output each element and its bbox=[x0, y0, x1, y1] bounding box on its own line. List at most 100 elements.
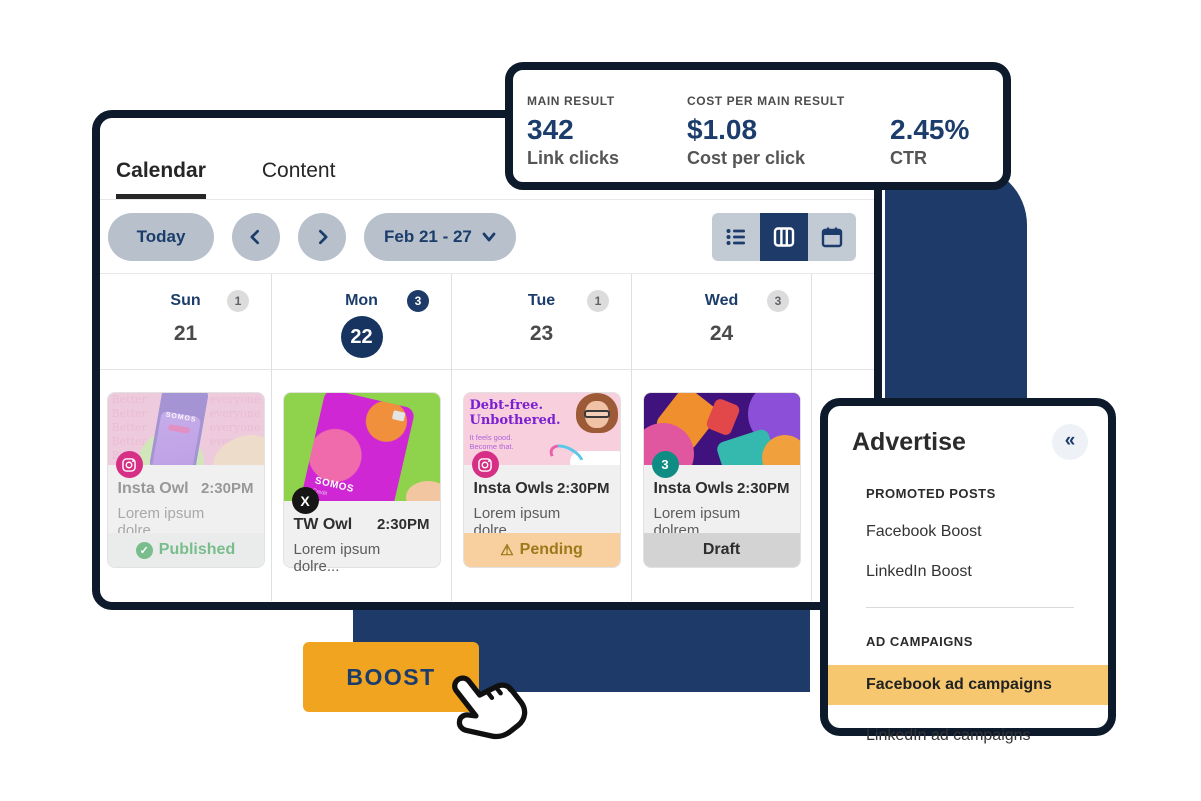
post-caption: Lorem ipsum dolre... bbox=[293, 541, 381, 575]
metric-sublabel: CTR bbox=[890, 148, 927, 168]
warning-icon: ⚠ bbox=[500, 542, 514, 559]
week-view-icon bbox=[773, 226, 795, 247]
post-card-scheduled[interactable]: SOMOS Credit VISA X TW Owl 2:30PM Lorem … bbox=[282, 392, 441, 575]
status-badge-pending: ⚠ Pending bbox=[463, 533, 620, 567]
day-header-wed: Wed 3 24 bbox=[632, 274, 812, 369]
tab-bar: Calendar Content bbox=[100, 118, 874, 200]
metric-cost-per-result: COST PER MAIN RESULT $1.08 Cost per clic… bbox=[687, 94, 890, 182]
status-badge-published: ✓ Published bbox=[107, 533, 264, 567]
post-image: SOMOS Credit VISA bbox=[283, 393, 440, 501]
menu-item-facebook-ad-campaigns[interactable]: Facebook ad campaigns bbox=[828, 665, 1108, 705]
metric-main-result: MAIN RESULT 342 Link clicks bbox=[527, 94, 687, 182]
day-header-tue: Tue 1 23 bbox=[452, 274, 632, 369]
metric-value: 342 bbox=[527, 114, 574, 145]
glasses-graphic bbox=[583, 410, 610, 418]
day-date: 24 bbox=[709, 322, 734, 345]
metric-value: 2.45% bbox=[890, 114, 970, 145]
ad-headline: Debt-free. Unbothered. bbox=[469, 398, 561, 428]
post-account: TW Owl bbox=[293, 516, 353, 533]
tab-content[interactable]: Content bbox=[261, 159, 336, 182]
list-view-button[interactable] bbox=[712, 212, 760, 261]
hand-cursor-icon bbox=[428, 647, 548, 770]
month-view-button[interactable] bbox=[808, 212, 856, 261]
post-time: 2:30PM bbox=[200, 480, 254, 497]
view-toggle bbox=[712, 212, 856, 261]
ad-stats-card: MAIN RESULT 342 Link clicks COST PER MAI… bbox=[505, 62, 1011, 190]
post-time: 2:30PM bbox=[556, 480, 610, 497]
post-card-pending[interactable]: Debt-free. Unbothered. It feels good. Be… bbox=[462, 392, 621, 568]
post-time: 2:30PM bbox=[376, 516, 430, 533]
day-header-mon: Mon 3 22 bbox=[272, 274, 452, 369]
day-header-row: Sun 1 21 Mon 3 22 Tue 1 23 Wed 3 24 bbox=[100, 274, 874, 370]
phone-brand-text: SOMOS bbox=[164, 411, 197, 424]
day-header-sun: Sun 1 21 bbox=[100, 274, 272, 369]
chevron-left-icon bbox=[250, 229, 259, 244]
credit-card-graphic: SOMOS Credit VISA bbox=[295, 393, 416, 501]
prev-week-button[interactable] bbox=[232, 212, 280, 261]
day-date: 21 bbox=[173, 322, 198, 345]
day-count-badge: 1 bbox=[227, 290, 249, 312]
post-account: Insta Owls bbox=[653, 480, 734, 497]
status-badge-draft: Draft bbox=[643, 533, 800, 567]
metric-sublabel: Cost per click bbox=[687, 148, 806, 168]
post-time: 2:30PM bbox=[736, 480, 790, 497]
day-count-badge: 3 bbox=[767, 290, 789, 312]
post-account: Insta Owls bbox=[473, 480, 554, 497]
woman-shoulders-graphic bbox=[569, 451, 620, 465]
tab-calendar[interactable]: Calendar bbox=[116, 159, 206, 199]
date-range-label: Feb 21 - 27 bbox=[384, 226, 472, 246]
day-count-badge: 3 bbox=[407, 290, 429, 312]
metric-value: $1.08 bbox=[687, 114, 758, 145]
day-column-mon: SOMOS Credit VISA X TW Owl 2:30PM Lorem … bbox=[272, 370, 452, 601]
woman-face-graphic bbox=[584, 401, 609, 428]
metric-label bbox=[890, 94, 1003, 109]
day-header-partial bbox=[812, 274, 874, 369]
card-chip-graphic bbox=[391, 410, 406, 422]
metric-sublabel: Link clicks bbox=[527, 148, 620, 168]
instagram-icon bbox=[115, 451, 143, 478]
today-button[interactable]: Today bbox=[108, 212, 214, 261]
metric-label: MAIN RESULT bbox=[527, 94, 615, 108]
menu-item-facebook-boost[interactable]: Facebook Boost bbox=[866, 523, 982, 540]
selected-day-date: 22 bbox=[340, 316, 383, 358]
day-name: Tue bbox=[527, 292, 556, 309]
day-date: 23 bbox=[529, 322, 554, 345]
menu-item-linkedin-boost[interactable]: LinkedIn Boost bbox=[866, 563, 972, 580]
boost-button[interactable]: BOOST bbox=[303, 642, 479, 712]
calendar-card: Calendar Content Today Feb 21 - 27 bbox=[92, 110, 882, 610]
date-range-dropdown[interactable]: Feb 21 - 27 bbox=[364, 212, 516, 261]
post-card-draft[interactable]: 3 Insta Owls 2:30PM Lorem ipsum dolrem..… bbox=[642, 392, 801, 568]
chevron-right-icon bbox=[319, 229, 328, 244]
next-week-button[interactable] bbox=[298, 212, 346, 261]
day-count-badge: 1 bbox=[587, 290, 609, 312]
collapse-panel-button[interactable]: « bbox=[1052, 424, 1088, 460]
instagram-icon bbox=[471, 451, 499, 478]
metric-label: COST PER MAIN RESULT bbox=[687, 94, 845, 108]
post-count-badge: 3 bbox=[651, 451, 679, 478]
advertise-panel: Advertise « PROMOTED POSTS Facebook Boos… bbox=[820, 398, 1116, 744]
ad-subtext: It feels good. Become that. bbox=[469, 433, 514, 451]
day-name: Mon bbox=[345, 292, 378, 309]
finger-graphic bbox=[405, 481, 440, 501]
phone-button-graphic bbox=[167, 424, 190, 434]
day-name: Sun bbox=[170, 292, 201, 309]
x-twitter-icon: X bbox=[291, 487, 319, 514]
week-view-button[interactable] bbox=[760, 212, 808, 261]
ad-campaigns-heading: AD CAMPAIGNS bbox=[866, 634, 973, 649]
calendar-toolbar: Today Feb 21 - 27 bbox=[100, 200, 874, 274]
post-image bbox=[643, 393, 800, 465]
month-view-icon bbox=[821, 227, 843, 247]
advertise-title: Advertise bbox=[852, 427, 966, 456]
double-chevron-left-icon: « bbox=[1064, 429, 1076, 451]
menu-item-linkedin-ad-campaigns[interactable]: LinkedIn ad campaigns bbox=[866, 727, 1031, 744]
list-view-icon bbox=[726, 228, 745, 245]
day-column-tue: Debt-free. Unbothered. It feels good. Be… bbox=[452, 370, 632, 601]
post-account: Insta Owl bbox=[117, 480, 189, 497]
day-name: Wed bbox=[704, 292, 739, 309]
metric-ctr: 2.45% CTR bbox=[890, 94, 1003, 182]
advertise-header: Advertise « bbox=[828, 406, 1108, 460]
day-column-wed: 3 Insta Owls 2:30PM Lorem ipsum dolrem..… bbox=[632, 370, 812, 601]
